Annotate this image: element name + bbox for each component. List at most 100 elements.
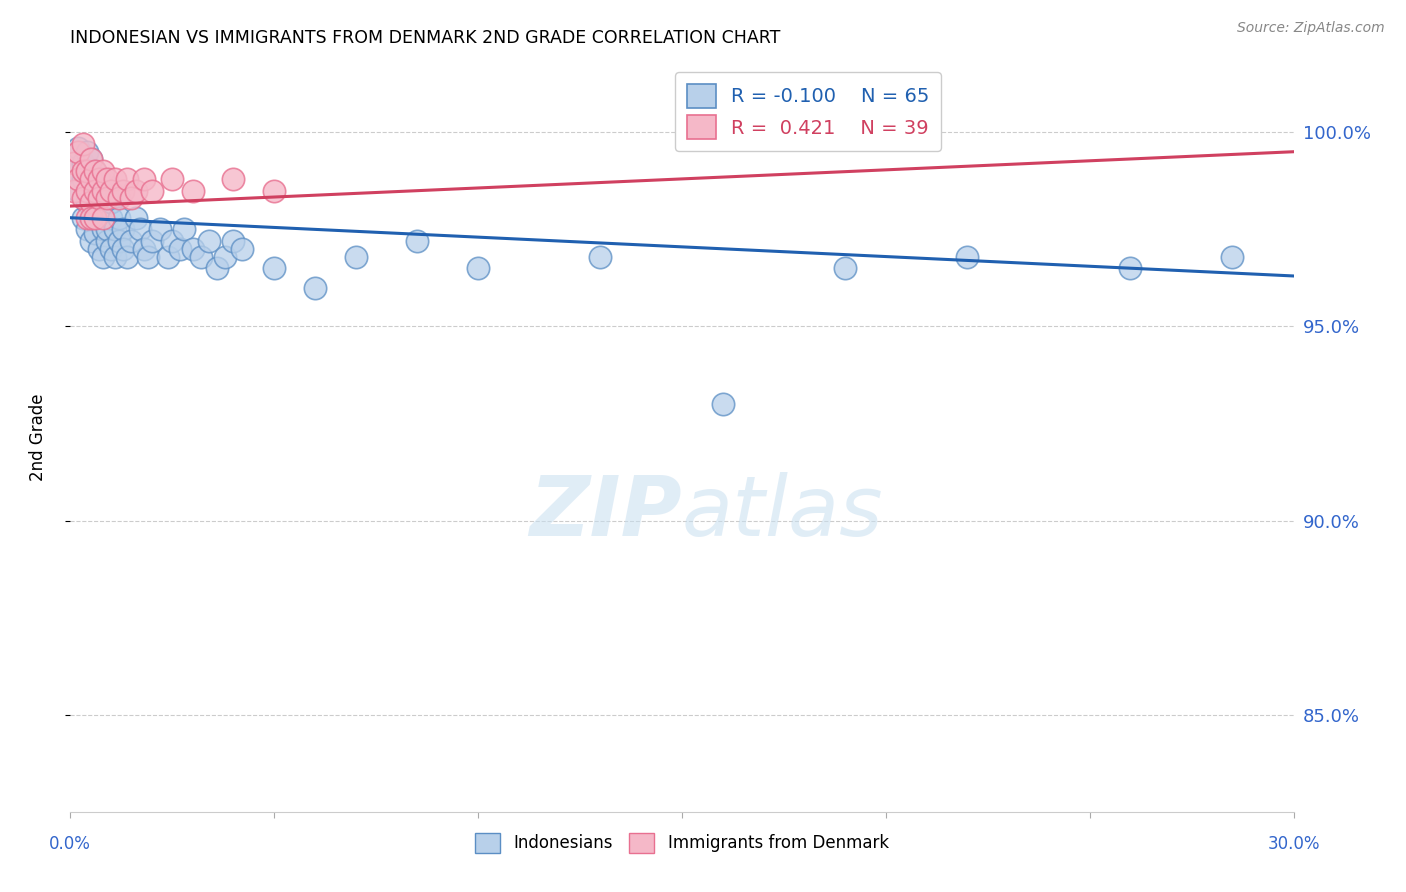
Point bbox=[83, 202, 105, 217]
Text: Source: ZipAtlas.com: Source: ZipAtlas.com bbox=[1237, 21, 1385, 35]
Point bbox=[108, 234, 131, 248]
Point bbox=[711, 397, 734, 411]
Point bbox=[83, 184, 105, 198]
Point bbox=[72, 211, 94, 225]
Point bbox=[76, 211, 98, 225]
Point bbox=[222, 172, 245, 186]
Point bbox=[136, 250, 159, 264]
Point bbox=[141, 234, 163, 248]
Point bbox=[91, 250, 114, 264]
Point bbox=[112, 222, 135, 236]
Point bbox=[112, 184, 135, 198]
Point bbox=[72, 164, 94, 178]
Y-axis label: 2nd Grade: 2nd Grade bbox=[28, 393, 46, 481]
Point bbox=[79, 153, 103, 167]
Point bbox=[231, 242, 253, 256]
Point bbox=[72, 136, 94, 151]
Point bbox=[91, 211, 114, 225]
Point bbox=[205, 261, 228, 276]
Point bbox=[91, 172, 114, 186]
Point bbox=[589, 250, 612, 264]
Point bbox=[87, 242, 110, 256]
Point bbox=[63, 184, 86, 198]
Point bbox=[67, 184, 90, 198]
Point bbox=[83, 184, 105, 198]
Point bbox=[157, 250, 180, 264]
Point bbox=[67, 141, 90, 155]
Point bbox=[304, 280, 326, 294]
Point bbox=[83, 227, 105, 241]
Point bbox=[96, 234, 118, 248]
Point bbox=[834, 261, 856, 276]
Point bbox=[76, 195, 98, 210]
Point bbox=[72, 172, 94, 186]
Point bbox=[100, 195, 122, 210]
Text: 30.0%: 30.0% bbox=[1267, 835, 1320, 853]
Point bbox=[72, 191, 94, 205]
Point bbox=[198, 234, 221, 248]
Point bbox=[124, 184, 146, 198]
Point bbox=[76, 164, 98, 178]
Text: 0.0%: 0.0% bbox=[49, 835, 91, 853]
Point bbox=[1119, 261, 1142, 276]
Point bbox=[117, 172, 139, 186]
Point bbox=[96, 172, 118, 186]
Point bbox=[108, 191, 131, 205]
Point bbox=[76, 184, 98, 198]
Point bbox=[83, 211, 105, 225]
Point bbox=[76, 145, 98, 159]
Point bbox=[121, 191, 143, 205]
Point bbox=[91, 202, 114, 217]
Point bbox=[162, 172, 183, 186]
Point bbox=[121, 234, 143, 248]
Point bbox=[104, 222, 127, 236]
Point bbox=[96, 191, 118, 205]
Point bbox=[467, 261, 489, 276]
Point bbox=[100, 184, 122, 198]
Point bbox=[149, 222, 172, 236]
Point bbox=[181, 184, 204, 198]
Point bbox=[117, 250, 139, 264]
Point bbox=[100, 242, 122, 256]
Point bbox=[128, 222, 150, 236]
Point bbox=[263, 184, 285, 198]
Point bbox=[406, 234, 429, 248]
Point bbox=[162, 234, 183, 248]
Point bbox=[108, 211, 131, 225]
Point bbox=[91, 222, 114, 236]
Point bbox=[91, 164, 114, 178]
Point bbox=[112, 242, 135, 256]
Point bbox=[79, 172, 103, 186]
Point bbox=[222, 234, 245, 248]
Point bbox=[190, 250, 212, 264]
Point bbox=[263, 261, 285, 276]
Point bbox=[63, 156, 86, 170]
Point bbox=[344, 250, 367, 264]
Point bbox=[100, 211, 122, 225]
Point bbox=[79, 172, 103, 186]
Point bbox=[132, 242, 155, 256]
Point bbox=[91, 184, 114, 198]
Point bbox=[83, 164, 105, 178]
Point bbox=[1220, 250, 1243, 264]
Legend: Indonesians, Immigrants from Denmark: Indonesians, Immigrants from Denmark bbox=[468, 826, 896, 860]
Point bbox=[67, 172, 90, 186]
Text: ZIP: ZIP bbox=[529, 472, 682, 552]
Point bbox=[79, 211, 103, 225]
Point bbox=[87, 191, 110, 205]
Text: atlas: atlas bbox=[682, 472, 883, 552]
Point bbox=[173, 222, 195, 236]
Point bbox=[79, 153, 103, 167]
Point bbox=[76, 222, 98, 236]
Point bbox=[87, 172, 110, 186]
Point bbox=[72, 156, 94, 170]
Text: INDONESIAN VS IMMIGRANTS FROM DENMARK 2ND GRADE CORRELATION CHART: INDONESIAN VS IMMIGRANTS FROM DENMARK 2N… bbox=[70, 29, 780, 47]
Point bbox=[63, 164, 86, 178]
Point bbox=[79, 195, 103, 210]
Point bbox=[83, 164, 105, 178]
Point bbox=[124, 211, 146, 225]
Point bbox=[214, 250, 236, 264]
Point bbox=[96, 222, 118, 236]
Point bbox=[711, 125, 734, 139]
Point bbox=[752, 125, 775, 139]
